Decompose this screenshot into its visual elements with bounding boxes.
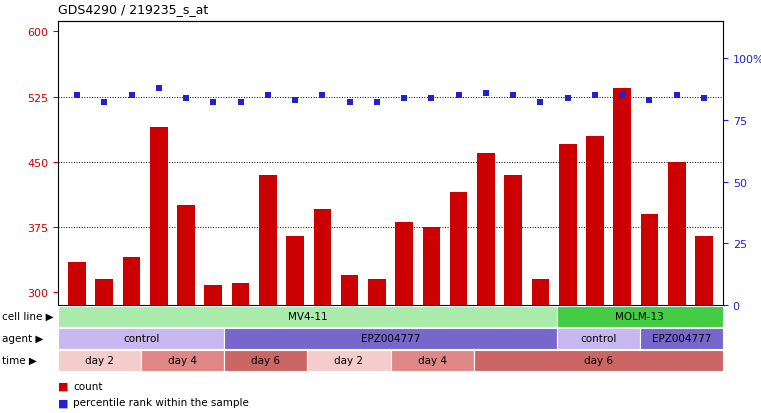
Text: percentile rank within the sample: percentile rank within the sample [73, 398, 249, 408]
Bar [531, 279, 549, 413]
Point [98, 100, 110, 107]
Bar [68, 262, 86, 413]
Text: day 4: day 4 [168, 355, 197, 365]
Bar [368, 279, 386, 413]
Text: ■: ■ [58, 381, 68, 391]
Bar [177, 206, 195, 413]
Text: ■: ■ [58, 398, 68, 408]
Bar [695, 236, 713, 413]
Text: control: control [580, 333, 616, 343]
Point [343, 100, 355, 107]
Point [289, 97, 301, 104]
Bar [150, 128, 167, 413]
Text: EPZ004777: EPZ004777 [361, 333, 420, 343]
Point [207, 100, 219, 107]
Text: MV4-11: MV4-11 [288, 311, 327, 321]
Bar [123, 258, 141, 413]
Text: control: control [123, 333, 159, 343]
Point [371, 100, 383, 107]
Text: time ▶: time ▶ [2, 355, 37, 365]
Point [180, 95, 193, 102]
Bar [668, 162, 686, 413]
Bar [95, 279, 113, 413]
Bar [286, 236, 304, 413]
Bar [314, 210, 331, 413]
Point [616, 93, 629, 99]
Bar [505, 175, 522, 413]
Bar [259, 175, 277, 413]
Point [534, 100, 546, 107]
Point [507, 93, 519, 99]
Text: GDS4290 / 219235_s_at: GDS4290 / 219235_s_at [58, 3, 209, 16]
Point [153, 85, 165, 92]
Bar [232, 284, 250, 413]
Bar [586, 136, 603, 413]
Bar [205, 285, 222, 413]
Text: day 6: day 6 [251, 355, 280, 365]
Bar [450, 192, 467, 413]
Bar [422, 227, 441, 413]
Text: day 2: day 2 [334, 355, 364, 365]
Point [262, 93, 274, 99]
Point [479, 90, 492, 97]
Point [317, 93, 329, 99]
Text: EPZ004777: EPZ004777 [651, 333, 711, 343]
Bar [641, 214, 658, 413]
Bar [477, 154, 495, 413]
Bar [559, 145, 577, 413]
Point [453, 93, 465, 99]
Text: agent ▶: agent ▶ [2, 333, 43, 343]
Bar [341, 275, 358, 413]
Point [698, 95, 710, 102]
Point [670, 93, 683, 99]
Text: day 4: day 4 [418, 355, 447, 365]
Bar [395, 223, 413, 413]
Point [562, 95, 574, 102]
Text: count: count [73, 381, 103, 391]
Point [234, 100, 247, 107]
Text: day 2: day 2 [85, 355, 114, 365]
Bar [613, 89, 631, 413]
Text: cell line ▶: cell line ▶ [2, 311, 53, 321]
Point [398, 95, 410, 102]
Point [589, 93, 601, 99]
Point [643, 97, 655, 104]
Text: day 6: day 6 [584, 355, 613, 365]
Point [425, 95, 438, 102]
Point [126, 93, 138, 99]
Text: MOLM-13: MOLM-13 [616, 311, 664, 321]
Point [71, 93, 83, 99]
